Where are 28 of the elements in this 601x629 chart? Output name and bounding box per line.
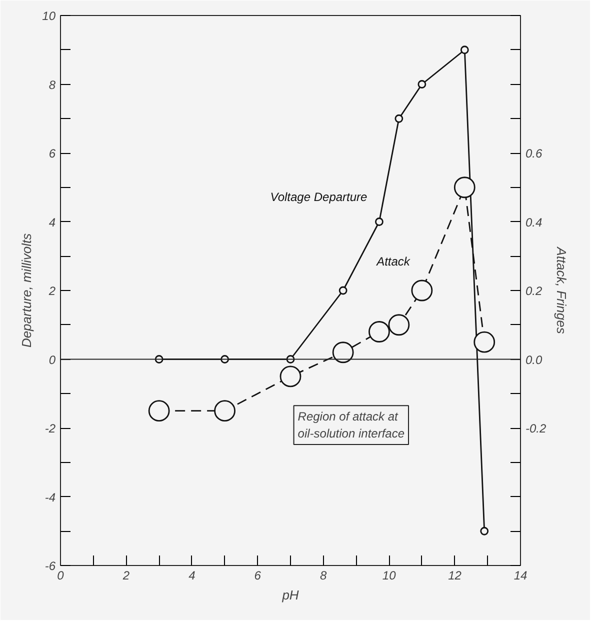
y-tick-label: 8 xyxy=(48,78,56,92)
y-axis-title: Departure, millivolts xyxy=(19,232,34,348)
y2-tick-label: 0.0 xyxy=(526,352,543,367)
x-tick-label: 14 xyxy=(514,568,528,582)
y2-tick-label: 0.6 xyxy=(526,146,543,160)
y2-tick-label: -0.2 xyxy=(526,422,547,436)
y-tick-label: 4 xyxy=(48,215,56,230)
x-tick-label: 10 xyxy=(382,568,396,582)
x-tick-label: 0 xyxy=(57,568,64,582)
annotation: Region of attack at oil-solution interface xyxy=(298,410,405,440)
y-tick-label: -2 xyxy=(44,422,56,436)
y2-axis-title: Attack, Fringes xyxy=(554,246,570,334)
y2-tick-label: 0.4 xyxy=(526,215,543,230)
x-tick-label: 6 xyxy=(254,568,262,582)
series-label: Attack xyxy=(376,254,411,268)
y-tick-label: -6 xyxy=(44,559,56,573)
x-tick-label: 4 xyxy=(188,568,196,582)
x-tick-label: 12 xyxy=(448,568,462,582)
y-tick-label: 2 xyxy=(48,284,56,298)
y2-tick-label: 0.2 xyxy=(526,284,543,298)
x-axis-title: pH xyxy=(281,588,300,602)
x-tick-label: 8 xyxy=(320,568,328,582)
y-tick-label: 10 xyxy=(42,9,56,23)
y-tick-label: 0 xyxy=(48,352,56,367)
x-tick-label: 2 xyxy=(122,568,130,582)
y-tick-label: 6 xyxy=(48,146,56,160)
series-label: Voltage Departure xyxy=(270,190,368,204)
y-tick-label: -4 xyxy=(44,490,56,504)
